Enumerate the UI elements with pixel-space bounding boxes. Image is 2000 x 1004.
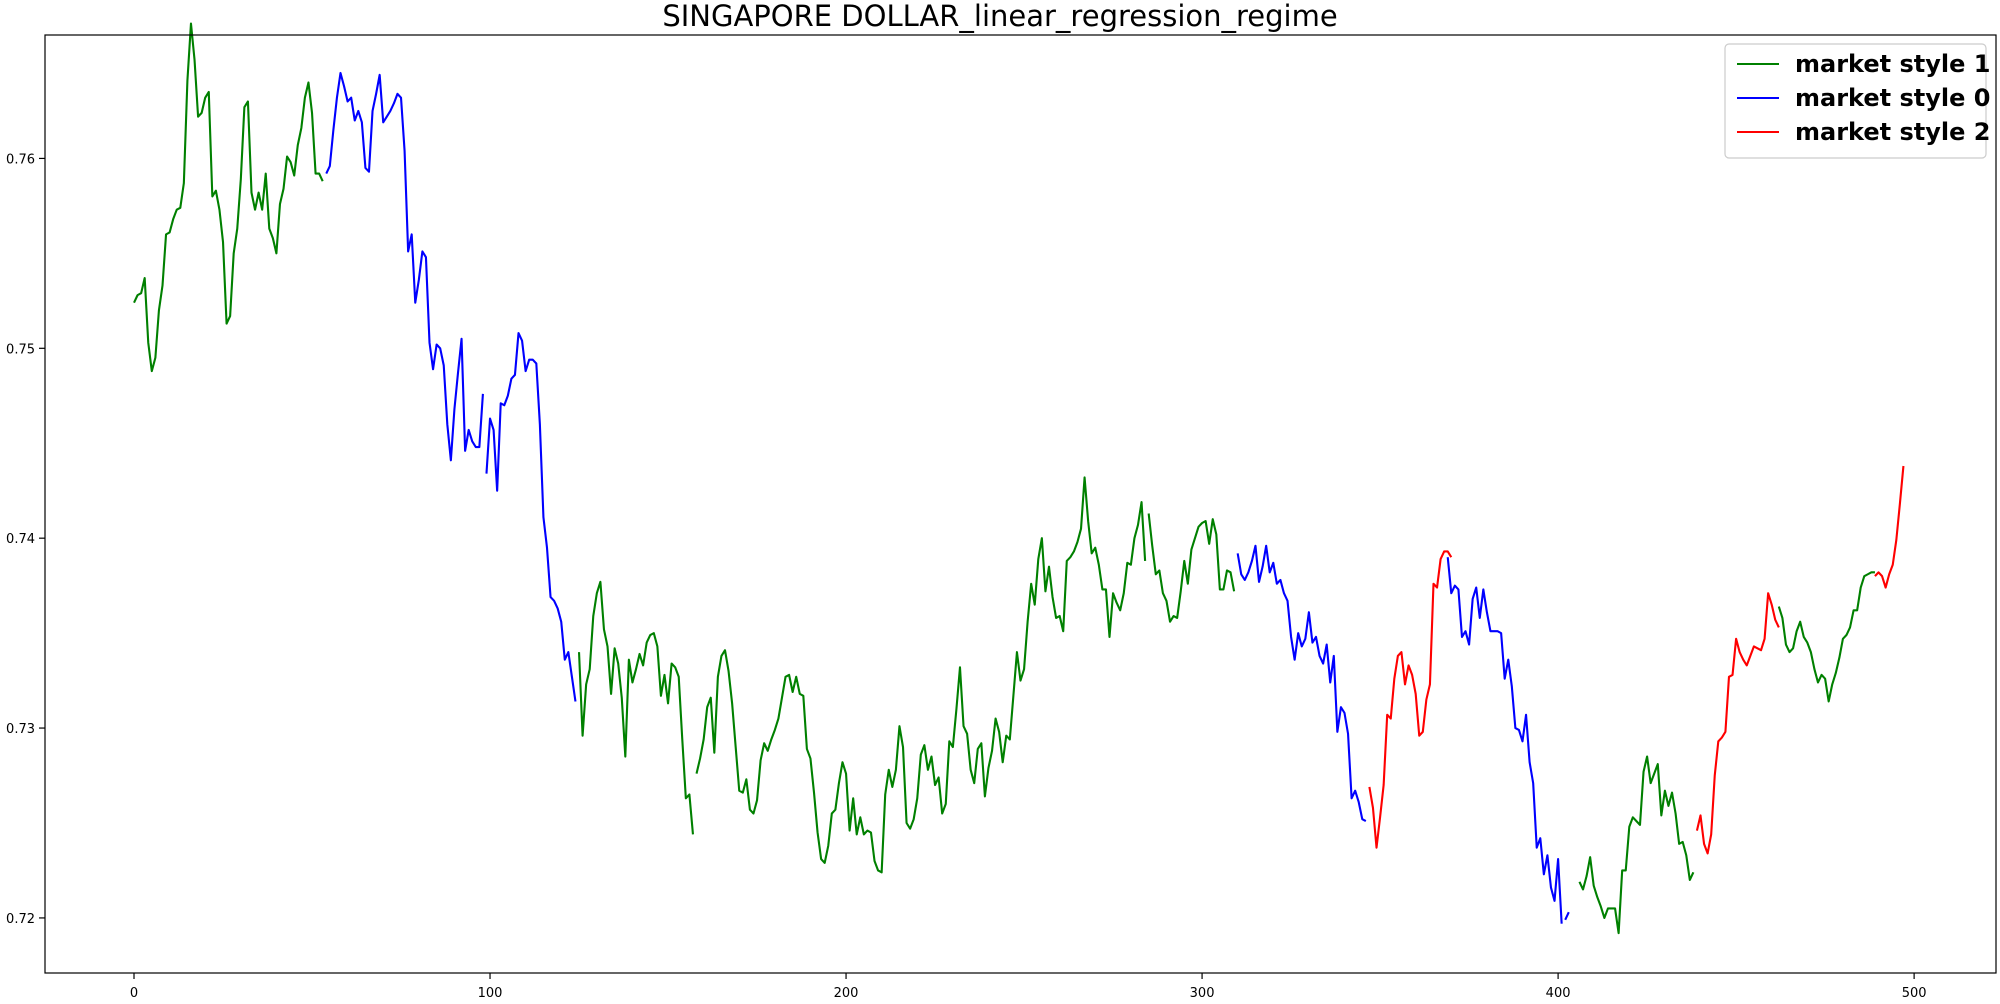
plot-area-frame [44, 34, 1997, 974]
x-tick-label: 200 [834, 986, 859, 1000]
x-tick-label: 300 [1190, 986, 1215, 1000]
x-tick-label: 500 [1902, 986, 1927, 1000]
series-line-market-style-0 [1236, 544, 1367, 823]
legend-box [1724, 43, 1987, 159]
y-tick-label: 0.74 [6, 532, 35, 547]
series-line-market-style-1 [695, 476, 1147, 874]
series-layer [133, 22, 1905, 935]
legend-label: market style 1 [1795, 50, 1990, 78]
y-tick-label: 0.75 [6, 342, 35, 357]
series-line-market-style-0 [325, 71, 484, 462]
series-line-market-style-2 [1874, 465, 1905, 589]
series-line-market-style-0 [485, 332, 577, 702]
y-tick-label: 0.73 [6, 722, 35, 737]
x-tick-label: 0 [130, 986, 138, 1000]
x-tick-label: 100 [478, 986, 503, 1000]
chart-title: SINGAPORE DOLLAR_linear_regression_regim… [662, 0, 1337, 33]
y-tick-label: 0.72 [6, 912, 35, 927]
legend: market style 1 market style 0 market style… [1724, 43, 1990, 159]
y-tick-label: 0.76 [6, 152, 35, 167]
legend-label: market style 0 [1795, 84, 1990, 112]
series-line-market-style-1 [133, 22, 324, 373]
series-line-market-style-0 [1564, 911, 1570, 921]
series-line-market-style-1 [1578, 755, 1695, 935]
series-line-market-style-1 [1777, 571, 1875, 703]
series-line-market-style-1 [577, 580, 695, 835]
series-line-market-style-1 [1147, 513, 1236, 623]
y-axis-ticks: 0.72 0.73 0.74 0.75 0.76 [6, 152, 45, 927]
x-axis-ticks: 0 100 200 300 400 500 [130, 973, 1927, 1001]
legend-label: market style 2 [1795, 118, 1990, 146]
series-line-market-style-2 [1368, 550, 1453, 849]
series-line-market-style-2 [1695, 592, 1780, 855]
x-tick-label: 400 [1546, 986, 1571, 1000]
series-line-market-style-0 [1446, 557, 1563, 924]
